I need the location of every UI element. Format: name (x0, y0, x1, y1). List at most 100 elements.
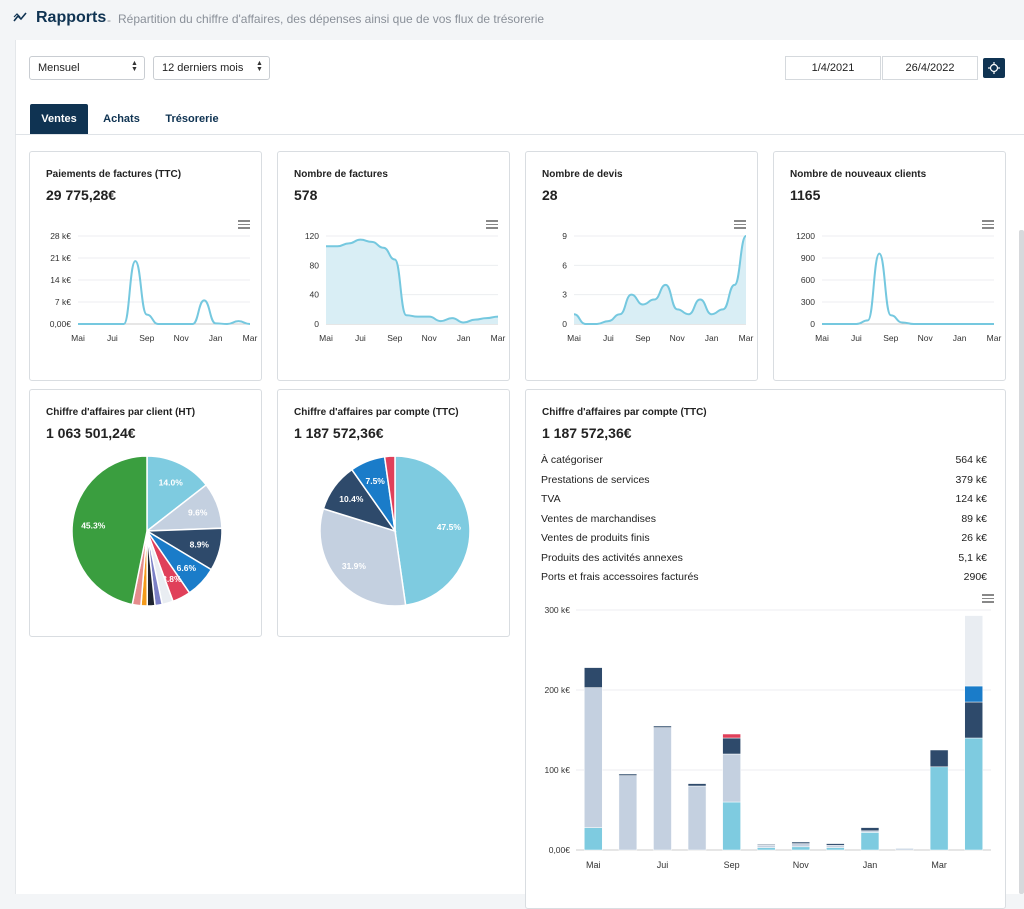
x-tick-label: Jan (863, 860, 878, 870)
pie-slice (394, 456, 471, 607)
bar-segment (964, 737, 983, 851)
bar-segment (653, 725, 672, 728)
card-title: Nombre de factures (294, 169, 388, 180)
bar-segment (687, 783, 707, 787)
x-tick-label: Jan (209, 333, 223, 343)
refresh-icon (988, 62, 1000, 74)
refresh-button[interactable] (983, 58, 1005, 78)
card-value: 578 (294, 187, 318, 203)
card-value: 28 (542, 187, 558, 203)
y-tick-label: 300 (801, 297, 815, 307)
x-tick-label: Sep (635, 333, 650, 343)
card-title: Chiffre d'affaires par compte (TTC) (542, 407, 707, 418)
series-line (78, 260, 251, 326)
card-title: Nombre de nouveaux clients (790, 169, 927, 180)
account-label: Ports et frais accessoires facturés (541, 571, 699, 583)
bar-segment (826, 844, 845, 848)
y-tick-label: 0 (562, 319, 567, 329)
list-item: À catégoriser 564 k€ (541, 454, 987, 474)
y-tick-label: 21 k€ (50, 253, 71, 263)
title-separator: - (107, 13, 111, 27)
chart-menu-icon[interactable] (982, 220, 994, 229)
quotes-card: Nombre de devis 28 0 3 6 9 Mai Jui Sep Nov Jan Ma… (525, 151, 758, 381)
x-tick-label: Mar (491, 333, 506, 343)
x-tick-label: Jan (953, 333, 967, 343)
tab-ventes[interactable]: Ventes (30, 104, 88, 134)
bar-segment (584, 687, 603, 828)
page-subtitle: Répartition du chiffre d'affaires, des d… (118, 12, 545, 26)
y-tick-label: 200 k€ (544, 685, 570, 695)
card-value: 1 187 572,36€ (542, 425, 632, 441)
account-value: 564 k€ (955, 454, 987, 466)
y-tick-label: 100 k€ (544, 765, 570, 775)
quotes-area-chart: 0 3 6 9 Mai Jui Sep Nov Jan Mar (562, 231, 754, 343)
x-tick-label: Mar (739, 333, 754, 343)
tab-achats[interactable]: Achats (103, 113, 140, 125)
x-tick-label: Nov (670, 333, 686, 343)
period-select[interactable]: Mensuel ▲ ▼ (29, 56, 145, 80)
y-tick-label: 0,00€ (50, 319, 72, 329)
range-select-value: 12 derniers mois (162, 62, 244, 74)
account-label: TVA (541, 493, 561, 505)
page-scrollbar[interactable] (1019, 230, 1024, 894)
x-tick-label: Mai (71, 333, 85, 343)
y-tick-label: 80 (310, 260, 320, 270)
slice-label: 14.0% (159, 477, 184, 487)
account-label: Prestations de services (541, 473, 650, 486)
slice-label: 9.6% (188, 508, 208, 518)
period-select-value: Mensuel (38, 62, 80, 74)
date-to-input[interactable]: 26/4/2022 (882, 56, 978, 80)
account-label: Produits des activités annexes (541, 551, 683, 564)
account-label: À catégoriser (541, 454, 603, 466)
card-title: Nombre de devis (542, 169, 623, 180)
account-value: 290€ (963, 571, 987, 583)
pie-slice (71, 456, 148, 606)
bar-segment (756, 844, 776, 846)
range-select[interactable]: 12 derniers mois ▲ ▼ (153, 56, 270, 80)
revenue-by-account-bar-chart: 0,00€ 100 k€ 200 k€ 300 k€ Mai Jui Sep Nov Jan Ma… (544, 605, 991, 870)
bar-segment (791, 846, 811, 851)
x-tick-label: Jui (657, 860, 669, 870)
x-tick-label: Sep (139, 333, 154, 343)
chart-menu-icon[interactable] (982, 594, 994, 603)
y-tick-label: 40 (310, 290, 320, 300)
y-tick-label: 600 (801, 275, 815, 285)
select-arrows-icon: ▲ ▼ (131, 60, 138, 73)
x-tick-label: Jan (705, 333, 719, 343)
y-tick-label: 120 (305, 231, 319, 241)
slice-label: 8.9% (190, 539, 210, 549)
y-tick-label: 1200 (796, 231, 815, 241)
chart-menu-icon[interactable] (486, 220, 498, 229)
card-title: Chiffre d'affaires par client (HT) (46, 407, 196, 418)
account-value: 124 k€ (955, 493, 987, 505)
card-value: 1165 (790, 187, 821, 203)
slice-label: 6.6% (177, 563, 197, 573)
y-tick-label: 0 (810, 319, 815, 329)
y-tick-label: 14 k€ (50, 275, 71, 285)
card-value: 1 187 572,36€ (294, 425, 384, 441)
y-tick-label: 900 (801, 253, 815, 263)
x-tick-label: Sep (387, 333, 402, 343)
bar-segment (964, 615, 983, 687)
date-from-input[interactable]: 1/4/2021 (785, 56, 881, 80)
bar-segment (584, 667, 603, 688)
bar-segment (722, 733, 741, 739)
slice-label: 47.5% (437, 522, 462, 532)
y-tick-label: 28 k€ (50, 231, 71, 241)
chart-menu-icon[interactable] (238, 220, 250, 229)
bar-segment (756, 847, 776, 851)
bar-segment (964, 685, 983, 703)
chart-menu-icon[interactable] (734, 220, 746, 229)
x-tick-label: Nov (422, 333, 438, 343)
y-tick-label: 0 (314, 319, 319, 329)
y-tick-label: 9 (562, 231, 567, 241)
bar-segment (584, 827, 603, 851)
tab-tresorerie[interactable]: Trésorerie (165, 113, 219, 125)
invoices-area-chart: 0 40 80 120 Mai Jui Sep Nov Jan Mar (305, 231, 506, 343)
bar-segment (826, 847, 845, 851)
y-tick-label: 7 k€ (55, 297, 71, 307)
bar-segment (756, 844, 776, 848)
account-value: 26 k€ (961, 532, 987, 544)
slice-label: 45.3% (81, 521, 106, 531)
account-list: À catégoriser 564 k€ Prestations de servi… (541, 454, 987, 591)
